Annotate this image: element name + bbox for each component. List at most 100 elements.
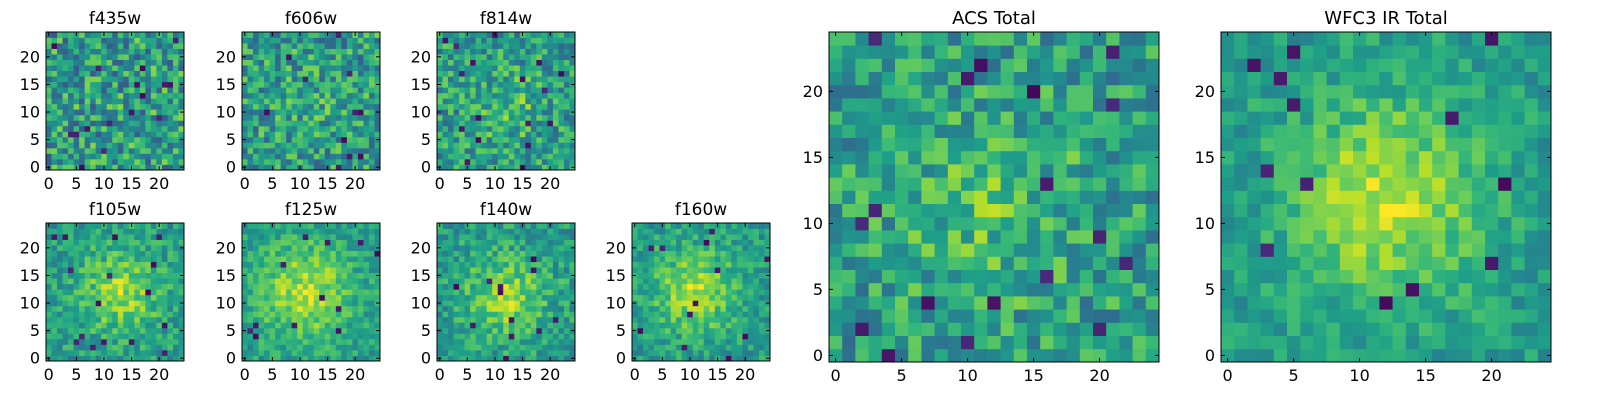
heatmap-cell bbox=[95, 65, 102, 72]
heatmap-cell bbox=[921, 190, 935, 204]
heatmap-cell bbox=[95, 300, 102, 307]
heatmap-cell bbox=[374, 322, 381, 329]
heatmap-cell bbox=[681, 316, 688, 323]
heatmap-cell bbox=[139, 344, 146, 351]
heatmap-cell bbox=[313, 136, 320, 143]
heatmap-cell bbox=[558, 131, 565, 138]
heatmap-cell bbox=[101, 70, 108, 77]
heatmap-cell bbox=[172, 267, 179, 274]
heatmap-cell bbox=[264, 70, 270, 77]
heatmap-cell bbox=[698, 283, 705, 290]
heatmap-cell bbox=[128, 158, 135, 165]
heatmap-cell bbox=[330, 272, 337, 279]
heatmap-cell bbox=[464, 316, 471, 323]
heatmap-cell bbox=[253, 158, 259, 165]
heatmap-cell bbox=[73, 234, 80, 240]
heatmap-cell bbox=[123, 228, 130, 235]
heatmap-cell bbox=[95, 272, 102, 279]
heatmap-cell bbox=[764, 344, 771, 351]
heatmap-cell bbox=[68, 322, 74, 329]
heatmap-cell bbox=[341, 147, 348, 154]
heatmap-cell bbox=[758, 239, 765, 246]
heatmap-cell bbox=[62, 147, 69, 154]
heatmap-cell bbox=[637, 256, 644, 263]
heatmap-cell bbox=[291, 316, 298, 323]
heatmap-cell bbox=[632, 333, 638, 340]
heatmap-cell bbox=[368, 355, 375, 362]
heatmap-cell bbox=[492, 81, 499, 88]
heatmap-cell bbox=[569, 158, 576, 165]
heatmap-cell bbox=[269, 153, 276, 160]
heatmap-cell bbox=[150, 349, 157, 356]
heatmap-cell bbox=[481, 283, 488, 290]
heatmap-cell bbox=[357, 289, 364, 296]
heatmap-cell bbox=[106, 344, 113, 351]
heatmap-cell bbox=[139, 305, 146, 312]
heatmap-cell bbox=[172, 54, 179, 60]
heatmap-cell bbox=[842, 230, 856, 244]
heatmap-cell bbox=[692, 300, 699, 307]
heatmap-cell bbox=[95, 355, 102, 362]
heatmap-cell bbox=[161, 87, 168, 94]
heatmap-cell bbox=[286, 245, 293, 251]
heatmap-cell bbox=[297, 311, 304, 318]
heatmap-cell bbox=[90, 305, 97, 312]
heatmap-cell bbox=[101, 158, 108, 165]
heatmap-cell bbox=[106, 261, 113, 268]
heatmap-cell bbox=[508, 289, 515, 296]
heatmap-cell bbox=[720, 283, 727, 290]
heatmap-cell bbox=[335, 142, 342, 149]
heatmap-cell bbox=[486, 158, 493, 165]
heatmap-cell bbox=[341, 316, 348, 323]
heatmap-cell bbox=[368, 349, 375, 356]
heatmap-cell bbox=[547, 81, 554, 88]
heatmap-cell bbox=[352, 239, 359, 246]
heatmap-cell bbox=[95, 267, 102, 274]
heatmap-cell bbox=[368, 311, 375, 318]
heatmap-cell bbox=[703, 327, 710, 334]
heatmap-cell bbox=[106, 289, 113, 296]
heatmap-cell bbox=[90, 289, 97, 296]
heatmap-cell bbox=[486, 239, 493, 246]
heatmap-cell bbox=[497, 349, 504, 356]
heatmap-cell bbox=[1132, 190, 1147, 204]
heatmap-cell bbox=[145, 136, 152, 143]
heatmap-cell bbox=[313, 283, 320, 290]
heatmap-cell bbox=[961, 256, 975, 270]
heatmap-cell bbox=[698, 228, 705, 235]
heatmap-cell bbox=[687, 228, 694, 235]
heatmap-cell bbox=[470, 256, 477, 263]
heatmap-cell bbox=[363, 70, 370, 77]
heatmap-cell bbox=[330, 228, 337, 235]
heatmap-cell bbox=[648, 316, 655, 323]
heatmap-cell bbox=[357, 355, 364, 362]
heatmap-cell bbox=[698, 289, 705, 296]
y-tick-label: 0 bbox=[30, 158, 40, 177]
heatmap-cell bbox=[1027, 256, 1041, 270]
heatmap-cell bbox=[128, 294, 135, 301]
heatmap-cell bbox=[324, 76, 331, 83]
heatmap-cell bbox=[492, 267, 499, 274]
heatmap-cell bbox=[475, 272, 482, 279]
heatmap-cell bbox=[178, 267, 185, 274]
heatmap-cell bbox=[475, 344, 482, 351]
heatmap-cell bbox=[62, 344, 69, 351]
heatmap-cell bbox=[442, 305, 449, 312]
heatmap-cell bbox=[895, 282, 909, 297]
heatmap-cell bbox=[437, 239, 443, 246]
heatmap-cell bbox=[536, 164, 543, 171]
heatmap-cell bbox=[286, 158, 293, 165]
y-tick-label: 5 bbox=[421, 321, 431, 340]
heatmap-cell bbox=[563, 131, 570, 138]
heatmap-cell bbox=[51, 223, 58, 229]
heatmap-cell bbox=[934, 203, 949, 218]
heatmap-cell bbox=[269, 114, 276, 121]
heatmap-cell bbox=[558, 294, 565, 301]
heatmap-cell bbox=[374, 153, 381, 160]
heatmap-cell bbox=[563, 76, 570, 83]
heatmap-cell bbox=[62, 136, 69, 143]
heatmap-cell bbox=[525, 164, 532, 171]
heatmap-cell bbox=[374, 311, 381, 318]
heatmap-cell bbox=[341, 32, 348, 38]
